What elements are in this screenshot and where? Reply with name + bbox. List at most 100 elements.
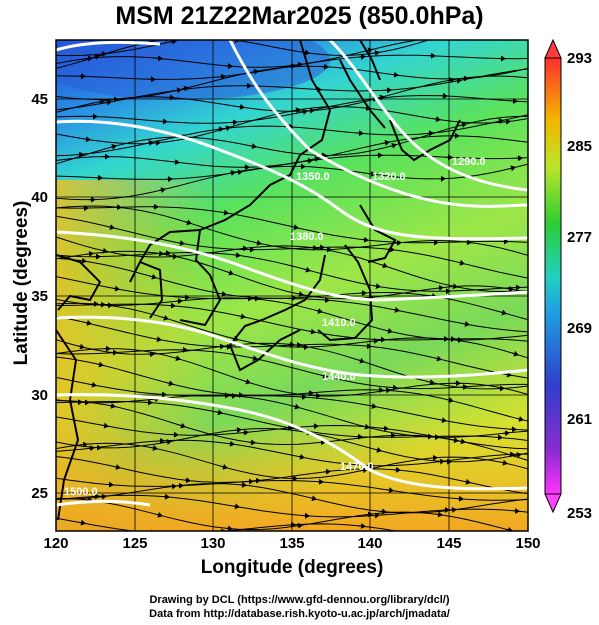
streamline-arrow (394, 240, 402, 246)
grid-lines (56, 40, 528, 531)
streamline-arrow (393, 466, 401, 473)
colorbar-tick-label: 293 (567, 50, 592, 67)
streamline-arrow (112, 285, 120, 292)
streamline-arrow (380, 262, 388, 269)
contour-label: 1350.0 (296, 171, 330, 183)
contour-label: 1500.0 (64, 486, 98, 498)
streamline-arrow (83, 136, 91, 143)
streamline-arrow (386, 487, 394, 494)
streamline-arrow (296, 291, 304, 297)
streamline-arrow (80, 441, 88, 448)
streamline-arrow (297, 453, 305, 460)
streamline-arrow (454, 77, 462, 84)
streamline-arrow (113, 464, 121, 470)
streamline-arrow (365, 511, 373, 518)
streamline-arrow (381, 425, 389, 432)
streamline-arrow (219, 290, 227, 297)
streamline-arrow (310, 27, 316, 28)
colorbar-tick-label: 269 (567, 320, 592, 337)
streamline-arrow (430, 454, 438, 461)
streamline-arrow (434, 355, 442, 362)
streamline-arrow (174, 87, 182, 94)
contour-label: 1290.0 (452, 156, 486, 168)
streamline-arrow (108, 402, 116, 409)
streamline-arrow (96, 361, 104, 368)
streamline-arrow (372, 512, 380, 519)
streamline-arrow (392, 306, 400, 313)
streamline-arrow (436, 284, 444, 291)
streamline-arrow (372, 50, 380, 56)
streamline-arrow (502, 430, 510, 437)
streamline-arrow (225, 62, 233, 69)
streamline-arrow (250, 355, 258, 362)
streamline-arrow (240, 28, 246, 29)
streamline-arrow (390, 384, 398, 391)
streamline-arrow (323, 468, 331, 475)
streamline-arrow (226, 269, 234, 276)
y-tick-label: 45 (31, 91, 48, 108)
streamline-arrow (303, 266, 311, 273)
x-tick-label: 135 (279, 535, 304, 552)
streamline-arrow (287, 341, 295, 348)
x-tick-label: 150 (515, 535, 540, 552)
streamline-arrow (76, 151, 84, 158)
streamline-arrow (441, 335, 449, 342)
streamline-arrow (254, 239, 262, 246)
streamline-arrow (146, 140, 154, 146)
streamline-arrow (237, 103, 245, 110)
streamline-arrow (106, 481, 114, 488)
streamline (56, 40, 182, 57)
chart-title: MSM 21Z22Mar2025 (850.0hPa) (115, 2, 484, 30)
streamline-arrow (169, 483, 177, 490)
streamline-arrow (217, 343, 225, 350)
x-tick-label: 130 (200, 535, 225, 552)
streamline-arrow (358, 53, 366, 60)
streamline-arrow (238, 313, 246, 320)
streamline-arrow (154, 336, 162, 343)
streamline-arrow (164, 439, 172, 445)
streamline-arrow (149, 273, 157, 280)
streamline-arrow (101, 422, 109, 429)
streamline-arrow (216, 126, 224, 133)
streamline-arrow (84, 319, 92, 326)
colorbar-gradient (544, 57, 562, 495)
streamline-arrow (178, 422, 186, 429)
streamline-arrow (433, 116, 441, 123)
credit-drawing: Drawing by DCL (https://www.gfd-dennou.o… (149, 594, 450, 606)
streamline-arrow (513, 17, 519, 18)
x-tick-label: 140 (357, 535, 382, 552)
streamline-arrow (360, 467, 368, 474)
streamline-arrow (315, 308, 323, 314)
streamline-arrow (232, 503, 240, 510)
streamline-arrow (496, 118, 504, 125)
streamline-arrow (167, 94, 175, 101)
streamline-arrow (437, 40, 443, 41)
streamline-arrow (318, 439, 326, 446)
streamline-arrow (451, 437, 459, 444)
streamline-arrow (161, 314, 169, 321)
streamline-arrow (104, 99, 112, 106)
y-tick-label: 25 (31, 485, 48, 502)
streamline-arrow (291, 224, 299, 231)
streamline-arrow (184, 219, 192, 226)
streamline-arrow (463, 478, 471, 485)
streamline-arrow (462, 321, 470, 327)
streamline-arrow (305, 157, 313, 164)
streamline-arrow (435, 511, 443, 518)
y-tick-label: 40 (31, 189, 48, 206)
streamline-arrow (457, 259, 465, 266)
streamline-arrow (369, 403, 377, 409)
streamline-arrow (511, 350, 519, 357)
streamline-arrow (358, 523, 366, 530)
y-axis: 25 30 35 40 45 (31, 91, 48, 502)
streamline-arrow (175, 298, 183, 305)
streamline-arrow (158, 187, 166, 194)
streamline-arrow (155, 511, 163, 518)
streamline-arrow (248, 439, 256, 446)
streamline-arrow (97, 98, 105, 105)
streamline-arrow (220, 463, 228, 470)
streamline-arrow (227, 440, 235, 447)
contour-label: 1320.0 (372, 171, 406, 183)
streamline-arrow (87, 445, 95, 452)
